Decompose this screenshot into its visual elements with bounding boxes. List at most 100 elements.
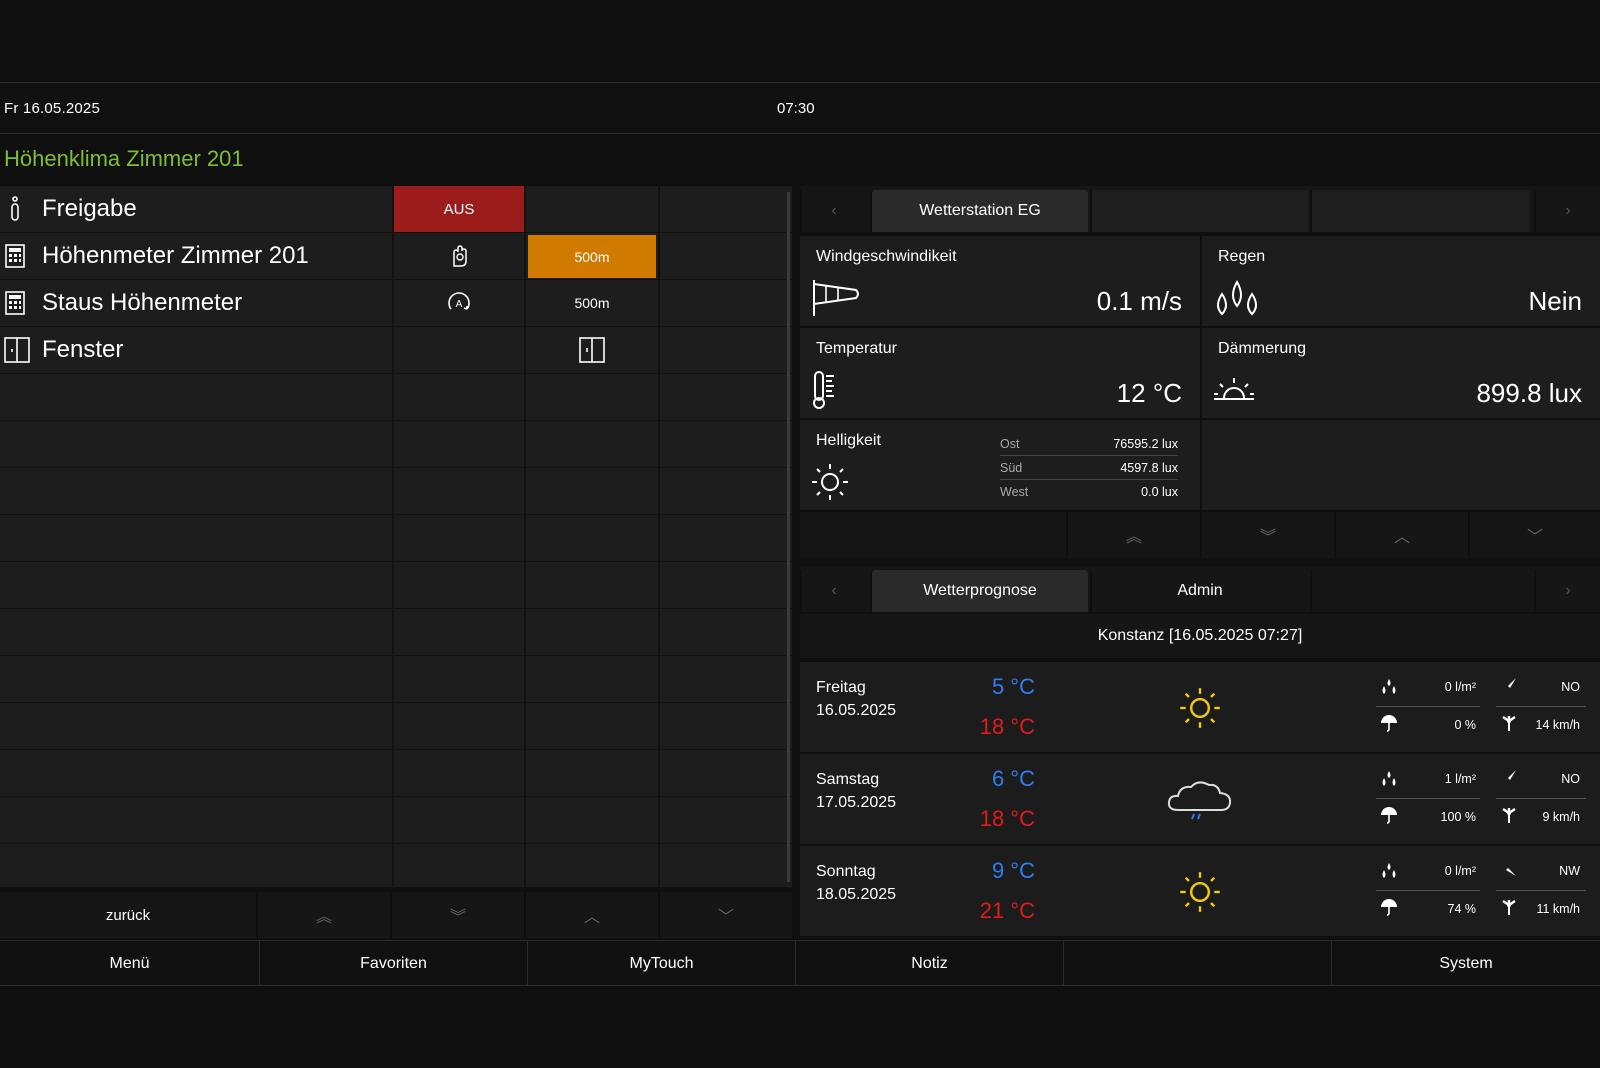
wind-turbine-icon [1502, 808, 1516, 823]
table-row-freigabe[interactable]: Freigabe AUS [0, 186, 792, 233]
table-row-fenster[interactable]: Fenster [0, 327, 792, 374]
double-chevron-up-icon: ︽ [315, 909, 332, 926]
forecast-tabbar: ‹ Wetterprognose Admin › [800, 566, 1600, 612]
day-date: 18.05.2025 [816, 886, 897, 903]
window-status-button[interactable] [524, 327, 658, 373]
manual-mode-button[interactable] [392, 233, 524, 279]
page-down-button[interactable]: ︾ [1200, 512, 1334, 558]
scroll-down-button[interactable]: ﹀ [658, 892, 792, 938]
page-up-button[interactable]: ︽ [256, 892, 390, 938]
hoehenmeter-value-button[interactable]: 500m [524, 233, 658, 279]
table-row-hoehenmeter[interactable]: Höhenmeter Zimmer 201 500m [0, 233, 792, 280]
wind-direction-icon [1502, 678, 1516, 692]
empty-row [0, 515, 792, 562]
wind-value: 0.1 m/s [1096, 286, 1182, 316]
umbrella-icon [1381, 899, 1397, 916]
menu-button[interactable]: Menü [0, 941, 260, 986]
status-bar: Fr 16.05.2025 07:30 [0, 82, 1600, 134]
brightness-row-east: Ost 76595.2 lux [1000, 432, 1178, 456]
hand-gear-icon [453, 245, 467, 267]
tab-wetterprognose[interactable]: Wetterprognose [870, 570, 1088, 612]
tab-prev-button[interactable]: ‹ [800, 570, 866, 612]
tab-next-button[interactable]: › [1534, 190, 1600, 232]
cloud-rain-icon [1160, 772, 1240, 828]
temp-max: 18 °C [979, 714, 1035, 739]
empty-row [0, 374, 792, 421]
mytouch-button[interactable]: MyTouch [528, 941, 796, 986]
tab-wetterstation[interactable]: Wetterstation EG [870, 190, 1088, 232]
empty-cell [392, 327, 524, 373]
empty-cell [658, 327, 792, 373]
sun-icon [1160, 864, 1240, 920]
chevron-down-icon: ﹀ [1526, 529, 1543, 546]
tab-next-button[interactable]: › [1534, 570, 1600, 612]
forecast-day: Samstag 17.05.2025 6 °C 18 °C 1 l/m² 100 … [800, 754, 1600, 844]
row-label: Fenster [42, 336, 124, 363]
wind-direction-icon [1502, 862, 1516, 876]
empty-row [0, 468, 792, 515]
chevron-down-icon: ﹀ [717, 909, 734, 926]
dusk-tile: Dämmerung 899.8 lux [1202, 328, 1600, 418]
tab-empty [1090, 190, 1308, 232]
empty-cell [524, 186, 658, 232]
raindrops-icon [1382, 863, 1396, 878]
weather-station-tabbar: ‹ Wetterstation EG › [800, 186, 1600, 232]
brightness-value: 76595.2 lux [1113, 437, 1178, 451]
chevron-up-icon: ︿ [1393, 529, 1410, 546]
scroll-up-button[interactable]: ︿ [1334, 512, 1468, 558]
freigabe-off-button[interactable]: AUS [392, 186, 524, 232]
favorites-button[interactable]: Favoriten [260, 941, 528, 986]
rain-probability: 74 % [1447, 902, 1477, 916]
empty-row [0, 844, 792, 888]
note-button[interactable]: Notiz [796, 941, 1064, 986]
weather-station-nav: ︽ ︾ ︿ ﹀ [800, 512, 1600, 558]
tab-admin[interactable]: Admin [1090, 570, 1308, 612]
table-row-staus[interactable]: Staus Höhenmeter A 500m [0, 280, 792, 327]
brightness-tile: Helligkeit [800, 420, 1200, 510]
raindrops-icon [1382, 679, 1396, 694]
system-button[interactable]: System [1439, 954, 1493, 972]
rain-label: Regen [1218, 248, 1266, 265]
empty-nav-button[interactable] [1064, 941, 1332, 986]
scroll-up-button[interactable]: ︿ [524, 892, 658, 938]
thermometer-icon [813, 371, 834, 409]
svg-text:A: A [456, 299, 463, 310]
brightness-row-west: West 0.0 lux [1000, 480, 1178, 504]
table-scrollbar[interactable] [787, 192, 790, 882]
umbrella-icon [1381, 807, 1397, 824]
tab-empty [1310, 190, 1530, 232]
day-name: Freitag [816, 679, 866, 696]
calculator-icon [4, 290, 26, 316]
calculator-icon [4, 243, 26, 269]
temperature-label: Temperatur [816, 340, 897, 357]
back-button[interactable]: zurück [105, 906, 151, 924]
empty-row [0, 797, 792, 844]
time-label: 07:30 [777, 100, 815, 117]
window-icon [579, 337, 605, 363]
chevron-left-icon: ‹ [831, 582, 837, 599]
empty-row [0, 562, 792, 609]
wind-direction-icon [1502, 770, 1516, 784]
tab-empty [1310, 570, 1530, 612]
wind-direction: NW [1559, 864, 1580, 878]
chevron-up-icon: ︿ [583, 909, 600, 926]
forecast-day: Sonntag 18.05.2025 9 °C 21 °C 0 l/m² 74 %… [800, 846, 1600, 936]
page-up-button[interactable]: ︽ [1066, 512, 1200, 558]
row-label: Staus Höhenmeter [42, 289, 243, 316]
page-down-button[interactable]: ︾ [390, 892, 524, 938]
wind-speed: 9 km/h [1542, 810, 1580, 824]
brightness-value: 4597.8 lux [1120, 461, 1178, 475]
auto-mode-button[interactable]: A [392, 280, 524, 326]
rain-amount: 0 l/m² [1444, 864, 1476, 878]
forecast-date: Sonntag 18.05.2025 [816, 860, 896, 906]
temperature-value: 12 °C [1116, 378, 1182, 408]
value-label: 500m [528, 235, 656, 278]
auto-mode-icon: A [448, 292, 470, 310]
scroll-down-button[interactable]: ﹀ [1468, 512, 1600, 558]
info-icon [4, 196, 26, 222]
chevron-right-icon: › [1565, 202, 1571, 219]
date-label: Fr 16.05.2025 [4, 100, 100, 117]
double-chevron-down-icon: ︾ [1259, 529, 1276, 546]
row-label: Freigabe [42, 195, 137, 222]
tab-prev-button[interactable]: ‹ [800, 190, 866, 232]
